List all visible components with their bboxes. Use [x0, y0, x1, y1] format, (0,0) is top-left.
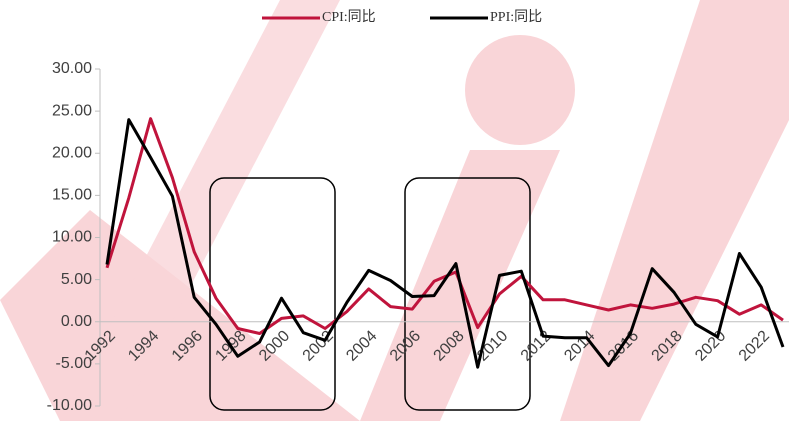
y-tick-label: 20.00 [52, 144, 92, 161]
y-tick-label: 5.00 [61, 271, 92, 288]
legend-label: CPI:同比 [322, 9, 376, 25]
y-tick-label: 25.00 [52, 102, 92, 119]
series-line [105, 118, 785, 369]
x-tick-label: 2004 [343, 327, 380, 364]
x-tick-label: 2022 [736, 327, 773, 364]
y-tick-label: 0.00 [61, 313, 92, 330]
y-tick-label: -10.00 [47, 397, 92, 414]
y-tick-label: 15.00 [52, 187, 92, 204]
series-line [105, 117, 784, 335]
y-tick-label: 10.00 [52, 229, 92, 246]
y-tick-label: 30.00 [52, 60, 92, 77]
y-tick-label: -5.00 [56, 355, 93, 372]
x-tick-label: 2012 [518, 327, 555, 364]
legend-label: PPI:同比 [490, 9, 542, 25]
